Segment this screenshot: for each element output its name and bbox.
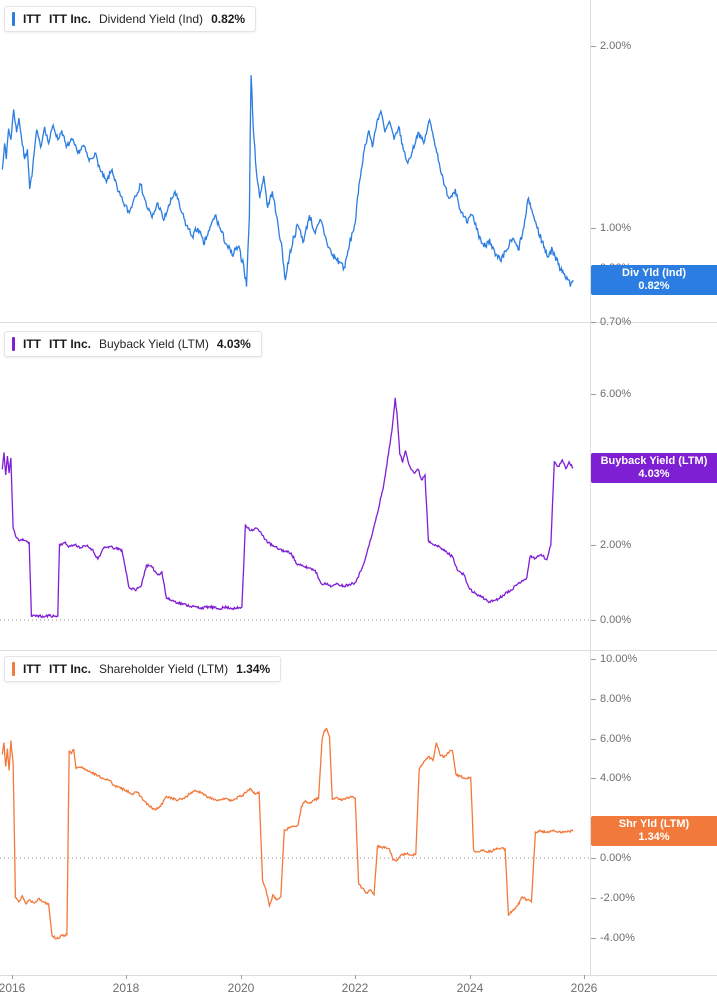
series-line-0 [1, 75, 574, 287]
legend-company: ITT Inc. [49, 662, 91, 676]
x-axis-tick-label: 2016 [0, 981, 26, 995]
y-axis-tick-mark [591, 620, 596, 621]
y-axis-tick-label: 1.00% [600, 222, 632, 234]
x-axis-tick-label: 2024 [456, 981, 484, 995]
x-axis-tick-mark [126, 975, 127, 979]
y-axis-tick-label: 0.70% [600, 316, 632, 328]
x-axis-line [0, 975, 717, 976]
plot-right-axis-border [590, 0, 591, 975]
badge-value-label: 0.82% [638, 280, 670, 292]
x-axis-tick-label: 2022 [341, 981, 369, 995]
y-axis-tick-label: 2.00% [600, 539, 632, 551]
x-axis-tick-mark [12, 975, 13, 979]
y-axis-tick-mark [591, 659, 596, 660]
y-axis-tick-mark [591, 228, 596, 229]
last-value-badge-buyback-yield: Buyback Yield (LTM) 4.03% [591, 453, 717, 483]
y-axis-tick-mark [591, 46, 596, 47]
legend-ticker: ITT [23, 337, 41, 351]
y-axis-tick-label: 4.00% [600, 772, 632, 784]
badge-metric-label: Div Yld (Ind) [622, 267, 686, 279]
last-value-badge-dividend-yield: Div Yld (Ind) 0.82% [591, 265, 717, 295]
y-axis-tick-mark [591, 778, 596, 779]
x-axis-tick-mark [470, 975, 471, 979]
y-axis-tick-mark [591, 739, 596, 740]
legend-metric: Dividend Yield (Ind) [99, 12, 204, 26]
y-axis-tick-mark [591, 545, 596, 546]
y-axis-tick-label: 6.00% [600, 733, 632, 745]
panel-divider-1 [0, 322, 717, 323]
y-axis-tick-label: -2.00% [600, 892, 635, 904]
legend-value: 4.03% [216, 337, 251, 351]
legend-chip-shareholder-yield[interactable]: ITT ITT Inc. Shareholder Yield (LTM) 1.3… [4, 656, 282, 682]
y-axis-tick-label: 2.00% [600, 40, 632, 52]
series-color-bar [12, 662, 15, 676]
legend-chip-buyback-yield[interactable]: ITT ITT Inc. Buyback Yield (LTM) 4.03% [4, 331, 262, 357]
y-axis-tick-mark [591, 699, 596, 700]
panel-divider-2 [0, 650, 717, 651]
y-axis-tick-label: 0.00% [600, 614, 632, 626]
legend-ticker: ITT [23, 12, 41, 26]
y-axis-tick-mark [591, 898, 596, 899]
legend-metric: Shareholder Yield (LTM) [99, 662, 229, 676]
legend-metric: Buyback Yield (LTM) [99, 337, 209, 351]
badge-value-label: 1.34% [638, 831, 670, 843]
badge-metric-label: Shr Yld (LTM) [618, 818, 690, 830]
series-color-bar [12, 12, 15, 26]
legend-value: 1.34% [236, 662, 271, 676]
y-axis-tick-label: 10.00% [600, 653, 638, 665]
legend-company: ITT Inc. [49, 12, 91, 26]
series-line-1 [1, 397, 574, 619]
x-axis-tick-label: 2026 [570, 981, 598, 995]
x-axis-tick-label: 2020 [227, 981, 255, 995]
y-axis-tick-label: -4.00% [600, 932, 635, 944]
series-line-2 [1, 727, 574, 940]
badge-metric-label: Buyback Yield (LTM) [600, 455, 708, 467]
y-axis-tick-mark [591, 858, 596, 859]
y-axis-tick-mark [591, 938, 596, 939]
x-axis-tick-mark [241, 975, 242, 979]
legend-ticker: ITT [23, 662, 41, 676]
last-value-badge-shareholder-yield: Shr Yld (LTM) 1.34% [591, 816, 717, 846]
x-axis-tick-mark [355, 975, 356, 979]
y-axis-tick-mark [591, 394, 596, 395]
y-axis-tick-mark [591, 322, 596, 323]
series-color-bar [12, 337, 15, 351]
y-axis-tick-label: 6.00% [600, 388, 632, 400]
badge-value-label: 4.03% [638, 468, 670, 480]
x-axis-tick-mark [584, 975, 585, 979]
legend-chip-dividend-yield[interactable]: ITT ITT Inc. Dividend Yield (Ind) 0.82% [4, 6, 257, 32]
legend-company: ITT Inc. [49, 337, 91, 351]
y-axis-tick-label: 0.00% [600, 852, 632, 864]
x-axis-tick-label: 2018 [112, 981, 140, 995]
y-axis-tick-label: 8.00% [600, 693, 632, 705]
legend-value: 0.82% [211, 12, 246, 26]
